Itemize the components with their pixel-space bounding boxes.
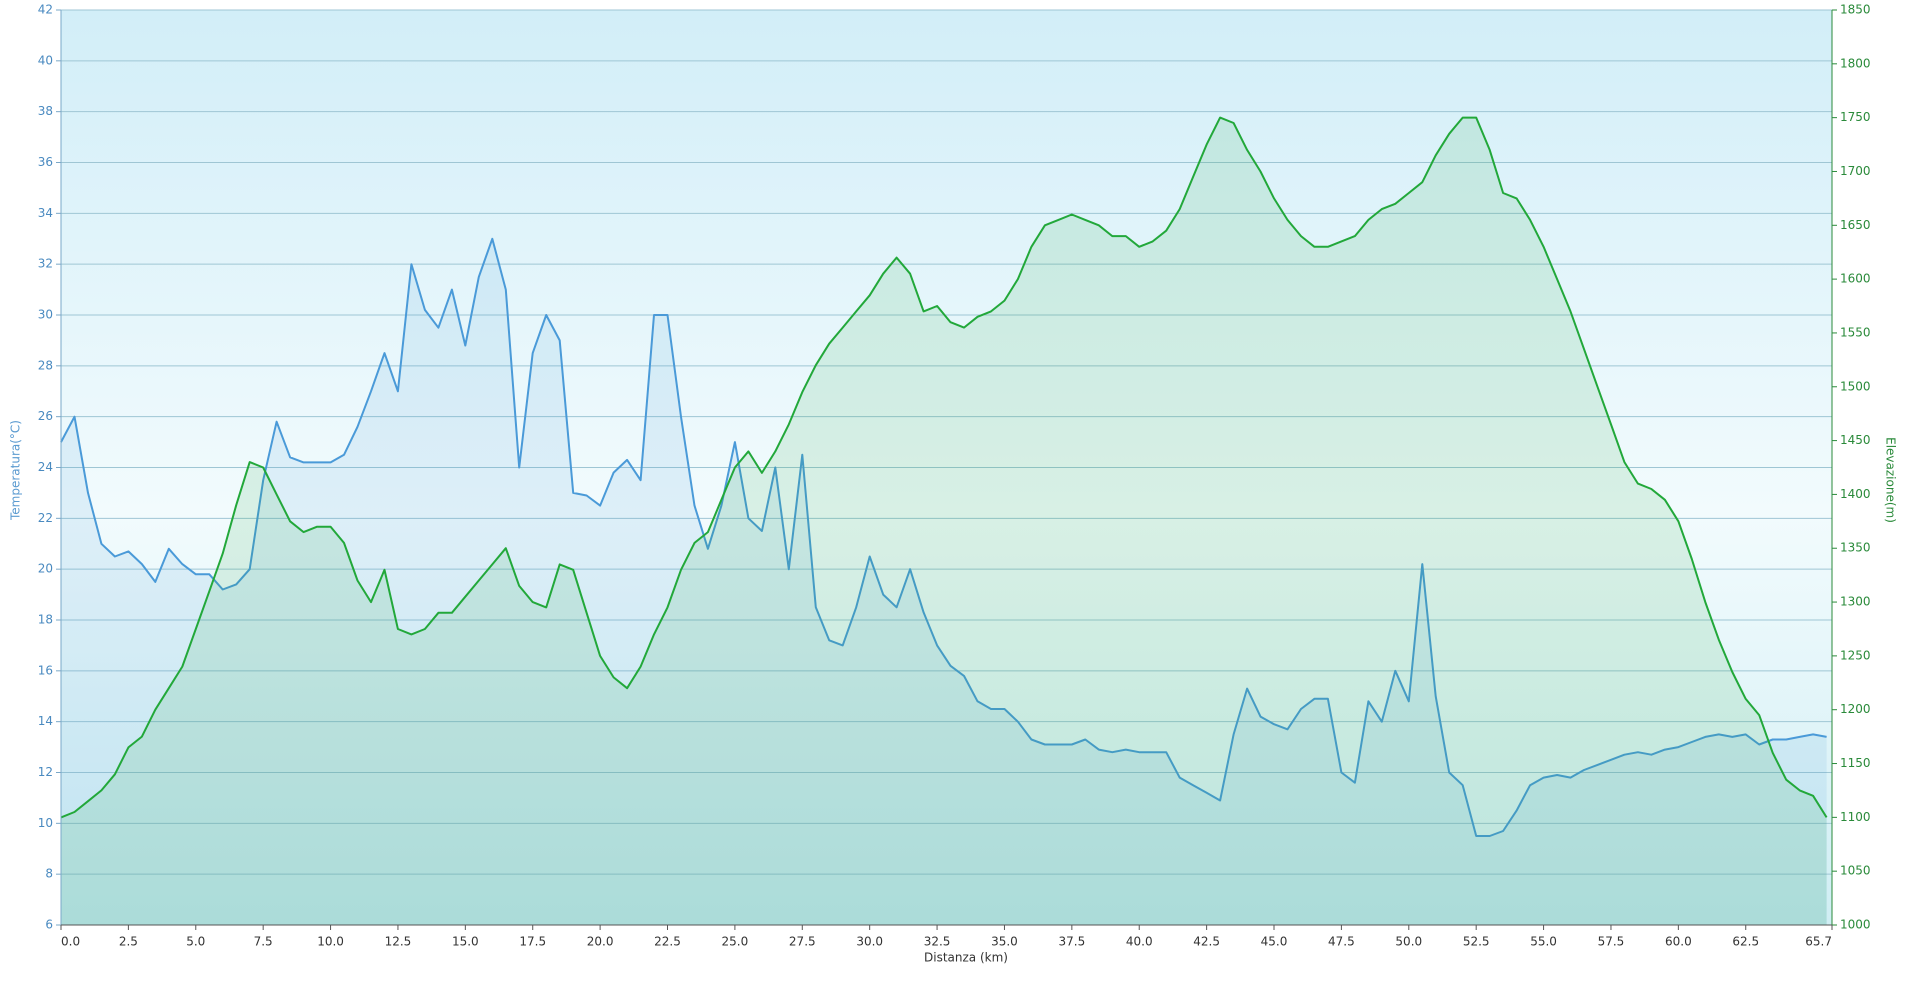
x-tick-label: 5.0 [186, 935, 205, 949]
x-tick-label: 45.0 [1261, 935, 1288, 949]
y-tick-label: 18 [38, 613, 53, 627]
x-tick-label: 62.5 [1732, 935, 1759, 949]
y-tick-label: 40 [38, 53, 53, 67]
x-tick-label: 25.0 [722, 935, 749, 949]
x-tick-label: 40.0 [1126, 935, 1153, 949]
y-tick-label: 30 [38, 308, 53, 322]
y2-tick-label: 1050 [1840, 864, 1871, 878]
y-tick-label: 38 [38, 104, 53, 118]
x-tick-label: 42.5 [1193, 935, 1220, 949]
y-tick-label: 6 [45, 918, 53, 932]
x-tick-label: 30.0 [856, 935, 883, 949]
x-tick-label: 32.5 [924, 935, 951, 949]
x-tick-label: 7.5 [254, 935, 273, 949]
x-tick-label: 27.5 [789, 935, 816, 949]
y-tick-label: 14 [38, 714, 53, 728]
y2-tick-label: 1350 [1840, 541, 1871, 555]
x-tick-label: 55.0 [1530, 935, 1557, 949]
y2-tick-label: 1250 [1840, 648, 1871, 662]
x-axis-title: Distanza (km) [924, 951, 1008, 965]
x-tick-label: 35.0 [991, 935, 1018, 949]
y2-axis-title: Elevazione(m) [1884, 437, 1898, 523]
y-tick-label: 16 [38, 663, 53, 677]
x-tick-label: 50.0 [1395, 935, 1422, 949]
y-tick-label: 10 [38, 816, 53, 830]
y-tick-label: 42 [38, 3, 53, 17]
x-tick-label: 52.5 [1463, 935, 1490, 949]
x-tick-label: 57.5 [1598, 935, 1625, 949]
y-tick-label: 12 [38, 765, 53, 779]
y-tick-label: 36 [38, 155, 53, 169]
x-tick-label: 65.7 [1805, 935, 1832, 949]
y-axis-title: Temperatura(°C) [9, 420, 23, 521]
series-area [61, 117, 1827, 926]
x-tick-label: 0.0 [61, 935, 80, 949]
x-tick-label: 20.0 [587, 935, 614, 949]
series-line [60, 237, 1827, 837]
y2-tick-label: 1600 [1840, 272, 1871, 286]
y-tick-label: 22 [38, 511, 53, 525]
y2-tick-label: 1100 [1840, 810, 1871, 824]
y-tick-label: 32 [38, 257, 53, 271]
y-tick-label: 26 [38, 409, 53, 423]
y2-tick-label: 1800 [1840, 56, 1871, 70]
y2-tick-label: 1850 [1840, 3, 1871, 17]
x-tick-label: 47.5 [1328, 935, 1355, 949]
series-line [60, 116, 1828, 819]
y2-tick-label: 1150 [1840, 756, 1871, 770]
y-tick-label: 20 [38, 562, 53, 576]
x-tick-label: 15.0 [452, 935, 479, 949]
x-tick-label: 2.5 [119, 935, 138, 949]
x-tick-label: 37.5 [1058, 935, 1085, 949]
y-tick-label: 8 [45, 867, 53, 881]
y-tick-label: 24 [38, 460, 53, 474]
x-tick-label: 10.0 [317, 935, 344, 949]
y2-tick-label: 1550 [1840, 325, 1871, 339]
x-tick-label: 17.5 [519, 935, 546, 949]
y2-tick-label: 1700 [1840, 164, 1871, 178]
x-tick-label: 12.5 [385, 935, 412, 949]
y2-tick-label: 1750 [1840, 110, 1871, 124]
y-tick-label: 28 [38, 358, 53, 372]
x-tick-label: 60.0 [1665, 935, 1692, 949]
y2-tick-label: 1200 [1840, 702, 1871, 716]
series-area [61, 238, 1827, 926]
y2-tick-label: 1650 [1840, 218, 1871, 232]
y-tick-label: 34 [38, 206, 53, 220]
y2-tick-label: 1400 [1840, 487, 1871, 501]
y2-tick-label: 1450 [1840, 433, 1871, 447]
x-tick-label: 22.5 [654, 935, 681, 949]
y2-tick-label: 1000 [1840, 918, 1871, 932]
y2-tick-label: 1500 [1840, 379, 1871, 393]
y2-tick-label: 1300 [1840, 595, 1871, 609]
